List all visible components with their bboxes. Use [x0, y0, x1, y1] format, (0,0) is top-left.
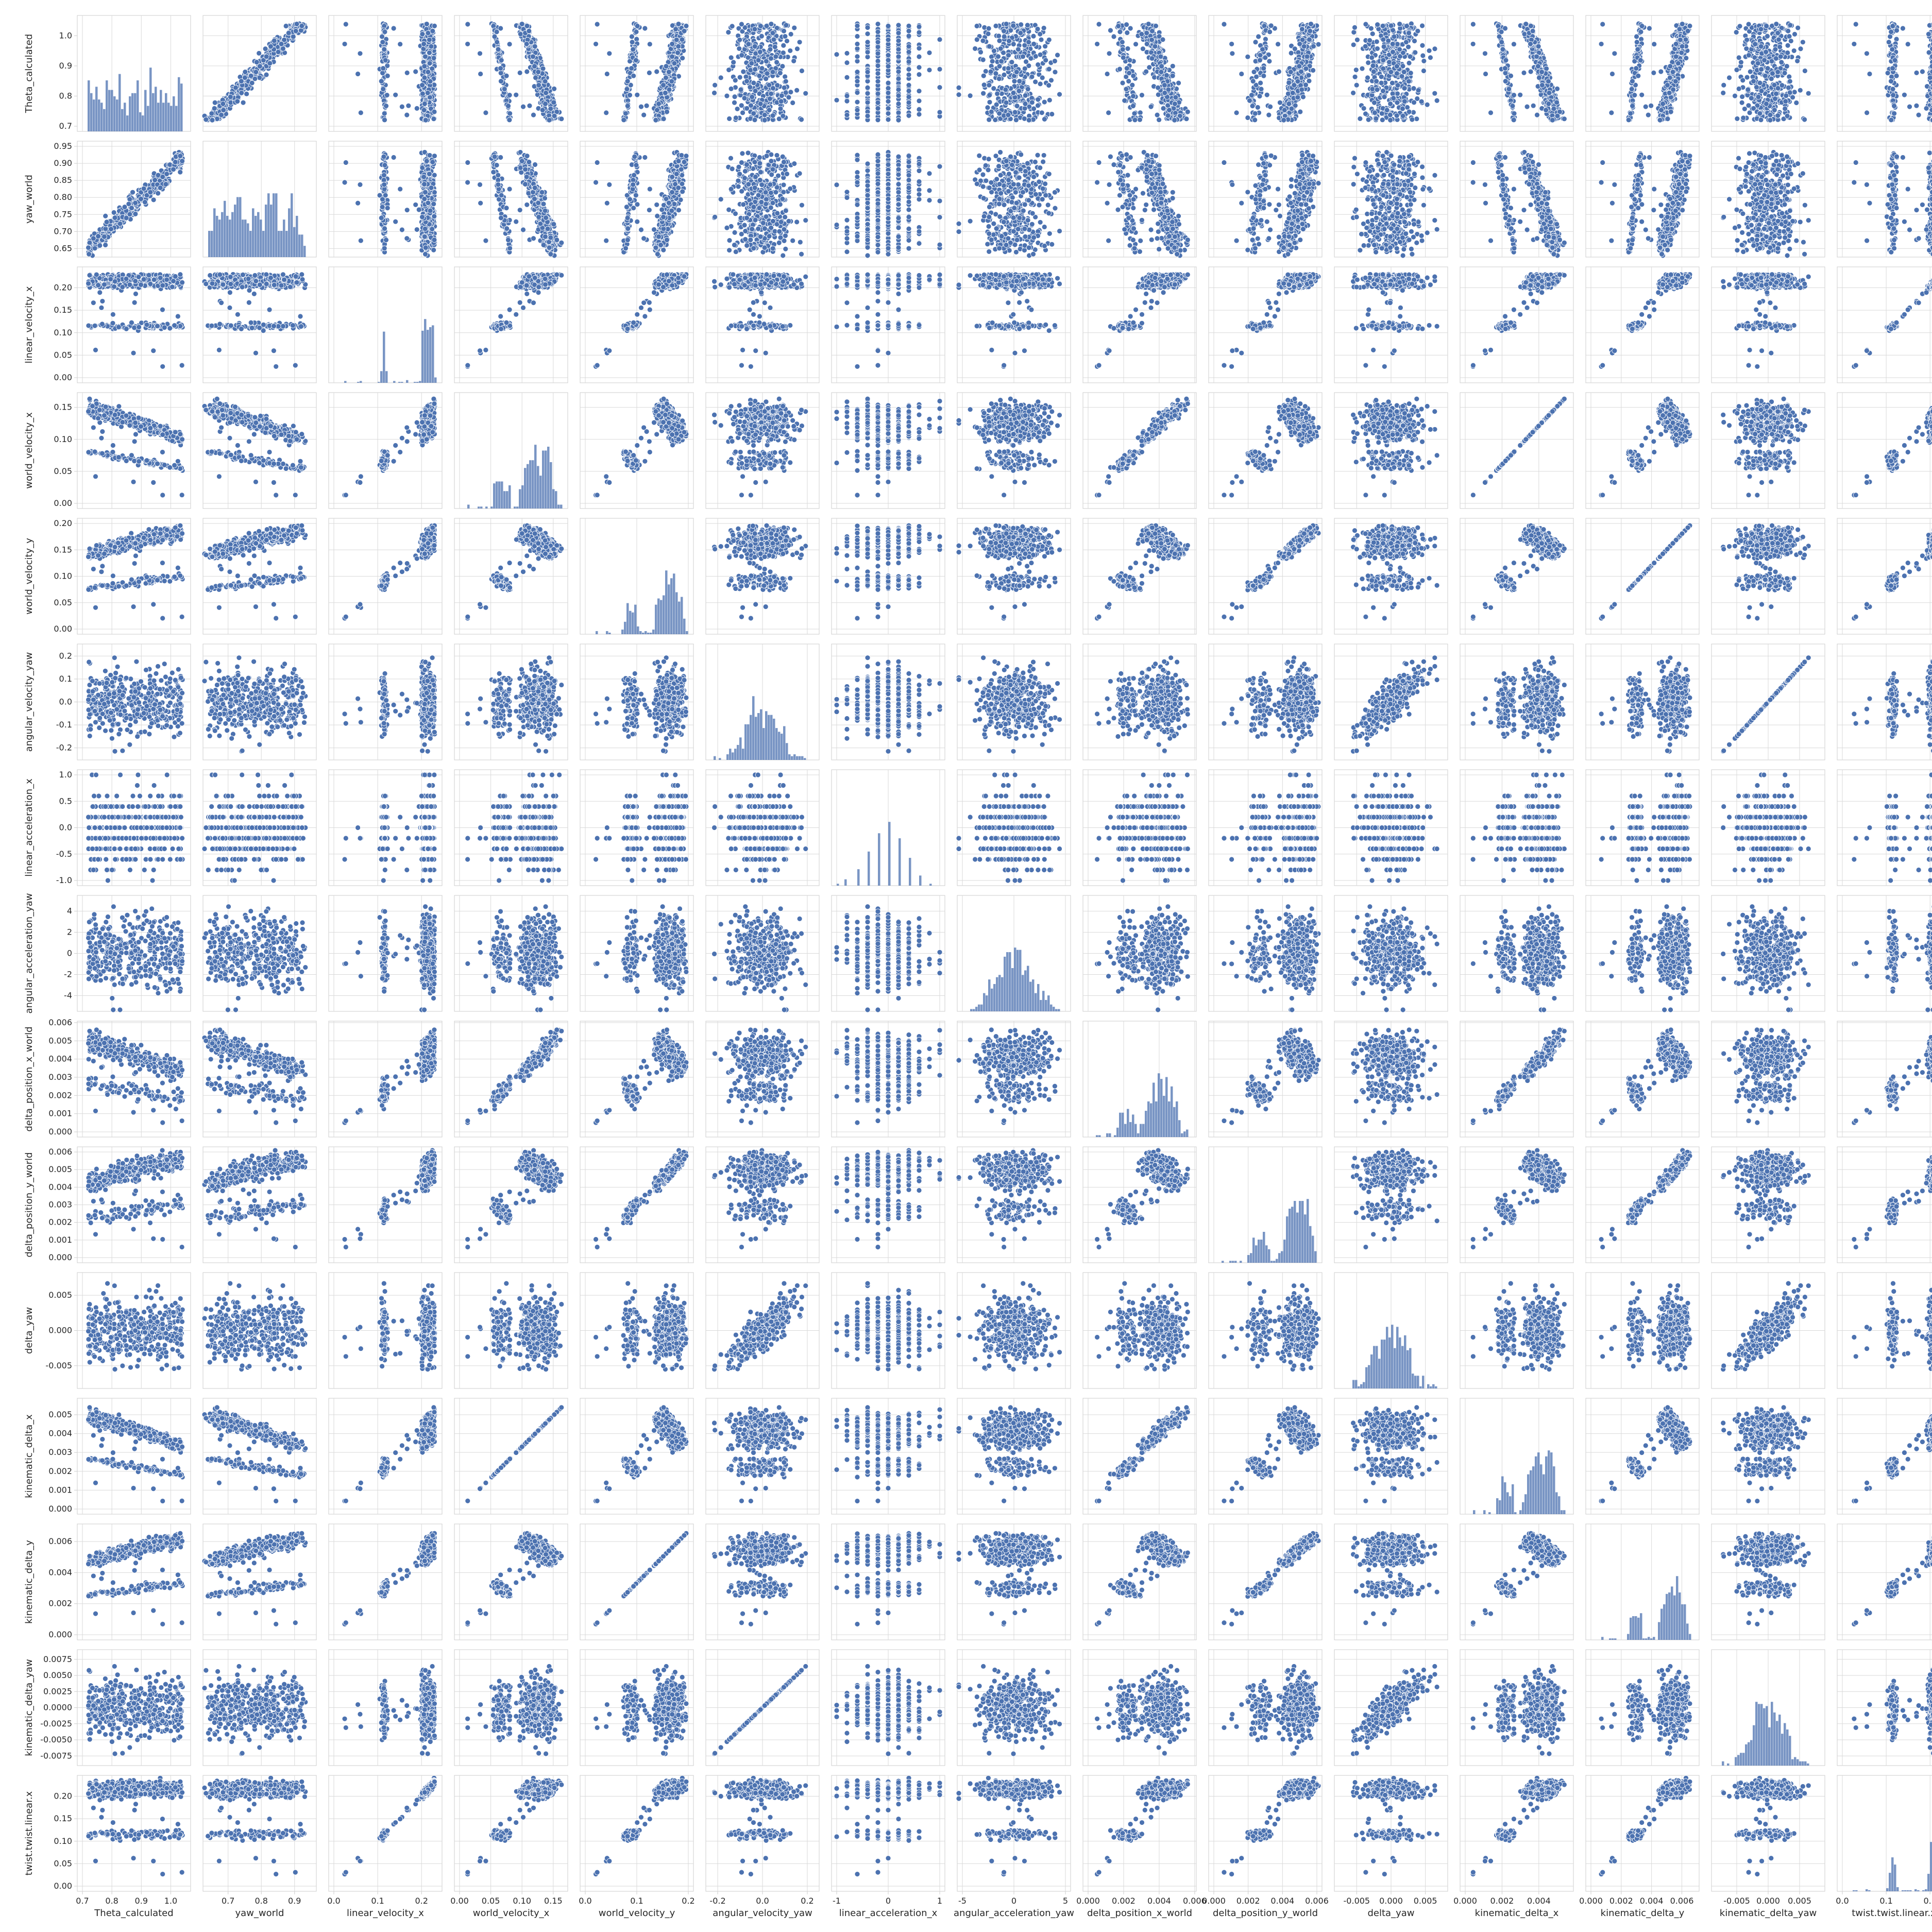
histogram-bar: [152, 93, 155, 131]
scatter-point: [241, 100, 246, 105]
histogram-bar: [149, 67, 152, 131]
histogram-bar: [142, 115, 144, 131]
histogram-bar: [165, 93, 167, 131]
histogram-bar: [173, 96, 175, 131]
histogram-bar: [113, 96, 116, 131]
histogram-bar: [160, 90, 162, 131]
histogram-bar: [126, 115, 129, 131]
histogram-bar: [124, 103, 126, 131]
histogram-bar: [106, 80, 108, 131]
histogram-bar: [155, 87, 157, 131]
y-tick-label: 0.8: [59, 91, 72, 100]
histogram-bar: [90, 93, 93, 131]
histogram-bar: [93, 99, 95, 131]
histogram-bar: [95, 87, 98, 131]
histogram-bar: [98, 99, 100, 131]
histogram-bar: [178, 77, 180, 131]
y-axis-label: Theta_calculated: [24, 34, 35, 113]
y-tick-label: 0.7: [59, 121, 72, 131]
histogram-bar: [167, 103, 170, 131]
histogram-bar: [139, 112, 142, 131]
histogram-bar: [88, 80, 90, 131]
histogram-bar: [162, 103, 165, 131]
histogram-bar: [170, 106, 173, 132]
y-tick-label: 1.0: [59, 30, 72, 40]
histogram-bar: [134, 93, 137, 131]
histogram-bar: [103, 109, 106, 131]
histogram-bar: [144, 90, 147, 131]
histogram-bar: [180, 83, 183, 131]
y-tick-label: 0.9: [59, 61, 72, 71]
histogram-bar: [121, 109, 124, 131]
panel-Theta_calculated-vs-yaw_world: [202, 15, 316, 131]
histogram-bar: [131, 93, 134, 131]
histogram-bar: [116, 99, 118, 131]
histogram-bar: [108, 90, 111, 131]
histogram-bar: [137, 80, 139, 131]
histogram-bar: [129, 96, 131, 131]
histogram-bar: [175, 106, 178, 132]
histogram-bar: [157, 103, 160, 131]
histogram-bar: [100, 103, 103, 131]
scatter-point: [264, 72, 269, 77]
histogram-bar: [147, 106, 149, 132]
histogram-bar: [111, 90, 113, 131]
histogram-bar: [118, 74, 121, 131]
scatter-point: [244, 91, 249, 96]
